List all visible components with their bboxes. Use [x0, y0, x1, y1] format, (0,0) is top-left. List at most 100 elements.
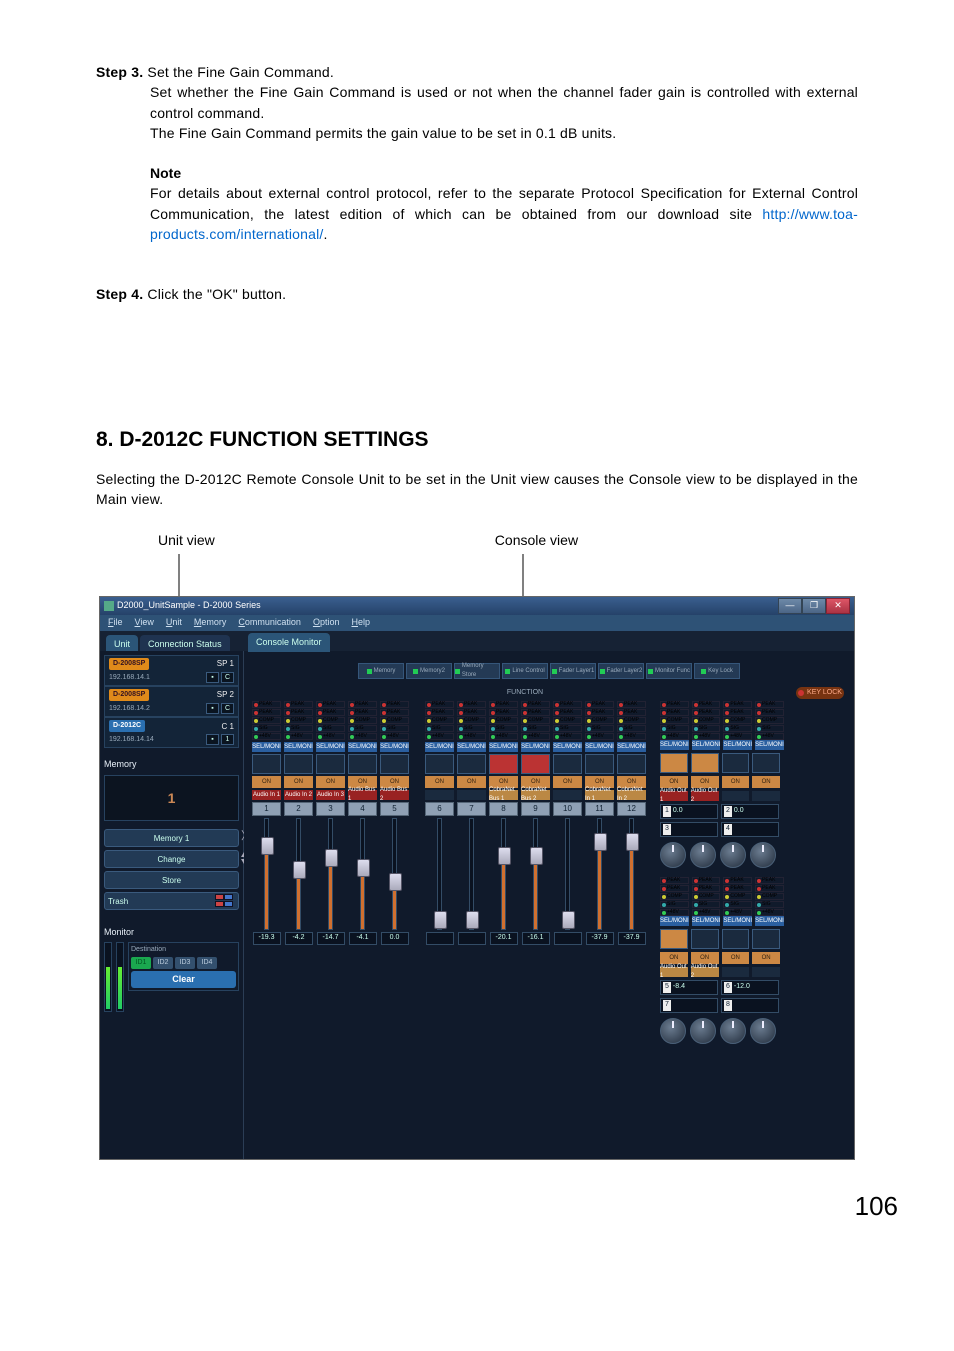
fader-knob[interactable] — [530, 847, 543, 865]
fader-track[interactable] — [501, 818, 506, 930]
rotary-knob[interactable] — [660, 1018, 686, 1044]
fader-knob[interactable] — [293, 861, 306, 879]
fader-knob[interactable] — [498, 847, 511, 865]
on-button[interactable]: ON — [553, 776, 582, 788]
sel-button[interactable]: SEL/MONI — [380, 742, 409, 752]
top-function-button[interactable]: Fader Layer2 — [598, 663, 644, 679]
fader-track[interactable] — [629, 818, 634, 930]
channel-number[interactable]: 12 — [617, 802, 646, 816]
top-function-button[interactable]: Memory Store — [454, 663, 500, 679]
unit-card[interactable]: D-2012C C 1 192.168.14.14 ▪1 — [104, 717, 239, 748]
rotary-knob[interactable] — [660, 842, 686, 868]
fader-knob[interactable] — [466, 911, 479, 929]
fader-knob[interactable] — [325, 849, 338, 867]
sel-button[interactable]: SEL/MONI — [553, 742, 582, 752]
on-button[interactable]: ON — [316, 776, 345, 788]
channel-number[interactable]: 10 — [553, 802, 582, 816]
rotary-knob[interactable] — [720, 842, 746, 868]
on-button[interactable]: ON — [457, 776, 486, 788]
sel-button[interactable]: SEL/MONI — [692, 916, 721, 926]
top-function-button[interactable]: Fader Layer1 — [550, 663, 596, 679]
sel-button[interactable]: SEL/MONI — [692, 740, 721, 750]
fader-track[interactable] — [533, 818, 538, 930]
fader-track[interactable] — [469, 818, 474, 930]
fader-knob[interactable] — [389, 873, 402, 891]
channel-number[interactable]: 6 — [425, 802, 454, 816]
top-function-button[interactable]: Monitor Func — [646, 663, 692, 679]
sel-button[interactable]: SEL/MONI — [660, 740, 689, 750]
memory-trash-button[interactable]: Trash — [104, 892, 239, 910]
rotary-knob[interactable] — [690, 842, 716, 868]
fader-track[interactable] — [565, 818, 570, 930]
top-function-button[interactable]: Key Lock — [694, 663, 740, 679]
channel-number[interactable]: 7 — [457, 802, 486, 816]
sel-button[interactable]: SEL/MONI — [755, 916, 784, 926]
sel-button[interactable]: SEL/MONI — [316, 742, 345, 752]
channel-number[interactable]: 9 — [521, 802, 550, 816]
fader-knob[interactable] — [261, 837, 274, 855]
memory-row-label[interactable]: Memory 1 — [104, 829, 239, 847]
console-tab[interactable]: Console Monitor — [248, 633, 330, 652]
on-button[interactable]: ON — [691, 776, 719, 788]
on-button[interactable]: ON — [691, 952, 719, 964]
on-button[interactable]: ON — [752, 776, 780, 788]
fader-track[interactable] — [328, 818, 333, 930]
on-button[interactable]: ON — [252, 776, 281, 788]
channel-number[interactable]: 4 — [348, 802, 377, 816]
sel-button[interactable]: SEL/MONI — [723, 740, 752, 750]
sel-button[interactable]: SEL/MONI — [755, 740, 784, 750]
fader-track[interactable] — [392, 818, 397, 930]
dest-id-button[interactable]: ID4 — [197, 957, 217, 969]
sel-button[interactable]: SEL/MONI — [348, 742, 377, 752]
menu-help[interactable]: Help — [351, 616, 370, 629]
minimize-button[interactable]: — — [778, 598, 802, 614]
fader-track[interactable] — [264, 818, 269, 930]
fader-knob[interactable] — [357, 859, 370, 877]
sel-button[interactable]: SEL/MONI — [660, 916, 689, 926]
on-button[interactable]: ON — [284, 776, 313, 788]
channel-number[interactable]: 5 — [380, 802, 409, 816]
menu-file[interactable]: File — [108, 616, 123, 629]
rotary-knob[interactable] — [720, 1018, 746, 1044]
fader-track[interactable] — [437, 818, 442, 930]
channel-number[interactable]: 2 — [284, 802, 313, 816]
fader-track[interactable] — [360, 818, 365, 930]
sel-button[interactable]: SEL/MONI — [489, 742, 518, 752]
menu-communication[interactable]: Communication — [238, 616, 301, 629]
channel-number[interactable]: 3 — [316, 802, 345, 816]
sel-button[interactable]: SEL/MONI — [252, 742, 281, 752]
menu-memory[interactable]: Memory — [194, 616, 227, 629]
on-button[interactable]: ON — [722, 952, 750, 964]
fader-knob[interactable] — [562, 911, 575, 929]
clear-button[interactable]: Clear — [131, 971, 236, 988]
dest-id-button[interactable]: ID3 — [175, 957, 195, 969]
fader-track[interactable] — [296, 818, 301, 930]
on-button[interactable]: ON — [752, 952, 780, 964]
on-button[interactable]: ON — [660, 952, 688, 964]
channel-number[interactable]: 8 — [489, 802, 518, 816]
fader-track[interactable] — [597, 818, 602, 930]
on-button[interactable]: ON — [425, 776, 454, 788]
sel-button[interactable]: SEL/MONI — [284, 742, 313, 752]
maximize-button[interactable]: ❐ — [802, 598, 826, 614]
rotary-knob[interactable] — [750, 1018, 776, 1044]
sel-button[interactable]: SEL/MONI — [521, 742, 550, 752]
rotary-knob[interactable] — [690, 1018, 716, 1044]
dest-id-button[interactable]: ID2 — [153, 957, 173, 969]
close-button[interactable]: ✕ — [826, 598, 850, 614]
on-button[interactable]: ON — [660, 776, 688, 788]
memory-store-button[interactable]: Store — [104, 871, 239, 889]
sel-button[interactable]: SEL/MONI — [425, 742, 454, 752]
menu-view[interactable]: View — [135, 616, 154, 629]
sel-button[interactable]: SEL/MONI — [723, 916, 752, 926]
rotary-knob[interactable] — [750, 842, 776, 868]
on-button[interactable]: ON — [722, 776, 750, 788]
sel-button[interactable]: SEL/MONI — [457, 742, 486, 752]
fader-knob[interactable] — [594, 833, 607, 851]
fader-knob[interactable] — [434, 911, 447, 929]
sel-button[interactable]: SEL/MONI — [617, 742, 646, 752]
unit-card[interactable]: D-2008SP SP 1 192.168.14.1 ▪C — [104, 655, 239, 686]
unit-card[interactable]: D-2008SP SP 2 192.168.14.2 ▪C — [104, 686, 239, 717]
fader-knob[interactable] — [626, 833, 639, 851]
menu-option[interactable]: Option — [313, 616, 340, 629]
